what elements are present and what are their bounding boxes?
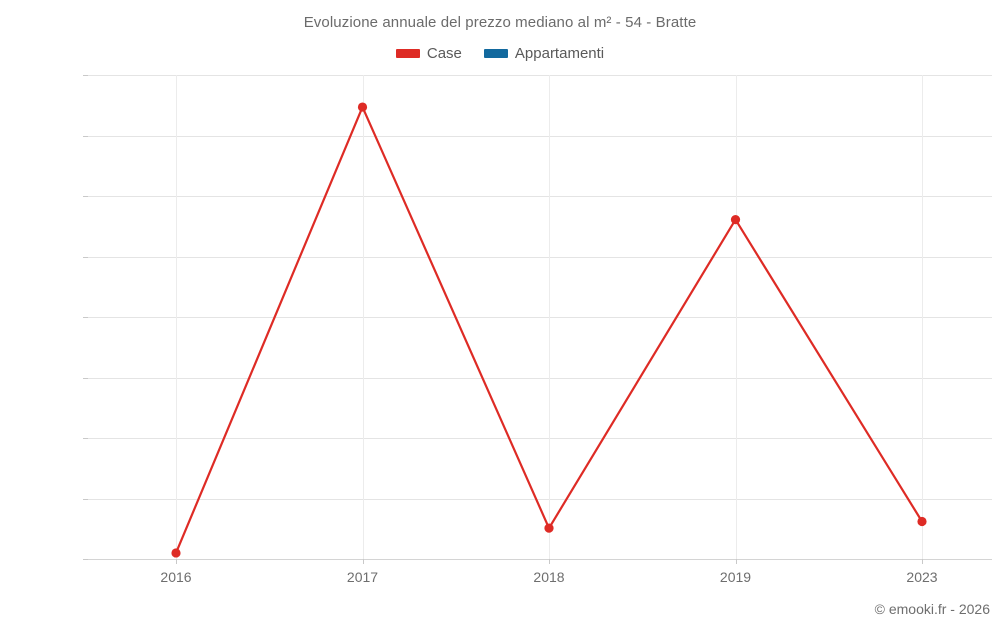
y-tick-mark [83,135,88,137]
footer-credit: © emooki.fr - 2026 [874,601,990,617]
x-tick-mark [922,559,923,564]
x-tick-label: 2017 [346,569,379,585]
data-point-case[interactable] [730,214,741,225]
x-tick-label: 2023 [906,569,938,585]
y-tick-mark [83,317,88,318]
x-tick-mark [549,559,550,564]
legend-label-appartamenti: Appartamenti [514,45,605,62]
gridline-x-2018 [549,75,550,559]
gridline-y-600 [88,559,992,560]
gridline-y-700 [88,498,992,500]
x-tick-mark [362,559,364,564]
data-point-case[interactable] [544,523,554,533]
legend-item-appartamenti[interactable]: Appartamenti [483,45,605,62]
y-tick-mark [83,377,88,379]
legend-label-case: Case [426,45,462,62]
x-tick-mark [735,559,737,564]
y-tick-mark [83,256,88,258]
legend-item-case[interactable]: Case [395,45,462,62]
gridline-y-800 [88,438,992,439]
legend-swatch-case [395,49,420,58]
gridline-x-2023 [922,75,923,559]
legend-swatch-appartamenti [483,49,508,58]
gridline-y-1300 [88,135,992,137]
data-point-case[interactable] [357,102,368,112]
y-tick-mark [83,559,88,560]
y-tick-mark [83,75,88,76]
series-line-case [174,105,924,555]
y-tick-mark [83,196,88,197]
x-tick-label: 2018 [533,569,565,585]
y-tick-mark [83,438,88,439]
data-point-case[interactable] [171,548,181,558]
gridline-y-1000 [88,317,992,318]
x-tick-label: 2016 [160,569,192,585]
gridline-x-2016 [176,75,177,559]
chart-legend: Case Appartamenti [0,45,1000,62]
plot-area: 600 €700 €800 €900 €1 000 €1 100 €1 200 … [83,75,992,585]
x-tick-label: 2019 [719,569,752,585]
gridline-x-2017 [362,75,364,559]
gridline-y-1400 [88,75,992,76]
gridline-y-1100 [88,256,992,258]
series-layer [171,102,927,558]
gridline-y-900 [88,377,992,379]
data-point-case[interactable] [917,516,927,527]
x-tick-mark [176,559,177,564]
gridline-y-1200 [88,196,992,197]
y-tick-mark [83,498,88,500]
gridline-x-2019 [735,75,737,559]
chart-title: Evoluzione annuale del prezzo mediano al… [303,14,697,31]
